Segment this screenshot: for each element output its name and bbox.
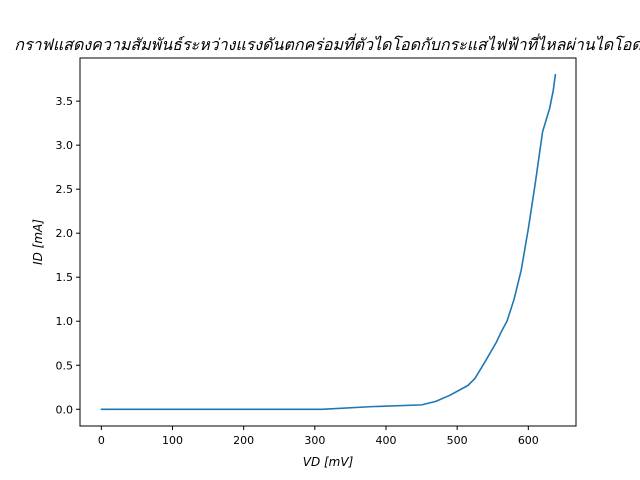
plot-area: 0 100 200 300 400 500 600 0.0 0.5 1.0 1.5 2.0 2.5 3.… <box>56 57 577 447</box>
x-tick-label: 0 <box>98 434 105 447</box>
y-tick-label: 2.5 <box>56 183 74 196</box>
x-tick-label: 600 <box>518 434 539 447</box>
y-tick-label: 0.0 <box>56 403 74 416</box>
y-tick-label: 3.5 <box>56 95 74 108</box>
x-axis: 0 100 200 300 400 500 600 <box>98 426 539 447</box>
y-tick-label: 1.5 <box>56 271 74 284</box>
y-tick-label: 1.0 <box>56 315 74 328</box>
x-axis-label: VD [mV] <box>303 455 354 469</box>
plot-frame <box>79 57 577 427</box>
x-tick-label: 200 <box>233 434 254 447</box>
x-tick-label: 500 <box>447 434 468 447</box>
x-tick-label: 100 <box>162 434 183 447</box>
x-tick-label: 300 <box>304 434 325 447</box>
y-tick-label: 0.5 <box>56 359 74 372</box>
y-tick-label: 3.0 <box>56 139 74 152</box>
series-group <box>100 73 557 411</box>
series-line <box>100 73 557 411</box>
chart-title: กราฟแสดงความสัมพันธ์ระหว่างแรงดันตกคร่อม… <box>14 33 640 54</box>
y-tick-label: 2.0 <box>56 227 74 240</box>
x-tick-label: 400 <box>375 434 396 447</box>
y-axis: 0.0 0.5 1.0 1.5 2.0 2.5 3.0 3.5 <box>56 95 80 416</box>
y-axis-label: ID [mA] <box>31 219 45 265</box>
